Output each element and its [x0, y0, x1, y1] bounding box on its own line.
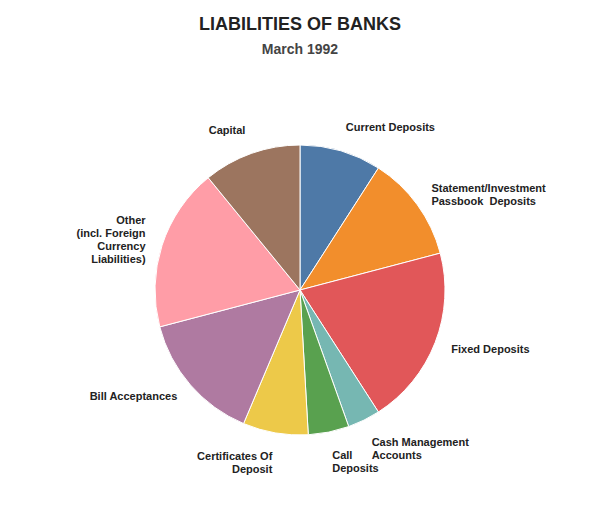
slice-label-line: Fixed Deposits: [451, 343, 529, 355]
slice-label: Cash ManagementAccounts: [372, 436, 470, 461]
slice-label-line: Statement/Investment: [431, 182, 546, 194]
slice: [208, 145, 300, 290]
slice-label: Statement/InvestmentPassbook Deposits: [431, 182, 546, 207]
slices: [155, 145, 445, 435]
slice-label-line: Passbook Deposits: [431, 195, 536, 207]
slice-label-line: Call: [332, 449, 352, 461]
slice-label-line: Other: [116, 214, 146, 226]
slice-label: Certificates OfDeposit: [197, 450, 273, 475]
slice-label-line: Cash Management: [372, 436, 470, 448]
subtitle: March 1992: [262, 41, 338, 57]
slice-label: Fixed Deposits: [451, 343, 529, 355]
pie: Current Deposits Statement/InvestmentPass…: [76, 121, 546, 475]
labels: Current Deposits Statement/InvestmentPass…: [76, 121, 546, 475]
chart: LIABILITIES OF BANKS March 1992 Current De…: [0, 0, 600, 530]
slice-label-line: Bill Acceptances: [90, 390, 178, 402]
slice-label: CallDeposits: [332, 449, 378, 474]
slice-label-line: Current Deposits: [346, 121, 435, 133]
slice-label-line: Capital: [209, 124, 246, 136]
slice-label-line: Liabilities): [91, 253, 146, 265]
slice-label-line: Certificates Of: [197, 450, 273, 462]
slice-label-line: Deposits: [332, 462, 378, 474]
slice-label: Bill Acceptances: [90, 390, 178, 402]
slice-label-line: Currency: [97, 240, 146, 252]
slice-label: Capital: [209, 124, 246, 136]
slice-label-line: Deposit: [232, 463, 273, 475]
slice-label: Other(incl. ForeignCurrencyLiabilities): [76, 214, 146, 265]
title: LIABILITIES OF BANKS: [199, 14, 401, 34]
slice-label-line: Accounts: [372, 449, 422, 461]
slice-label-line: (incl. Foreign: [76, 227, 145, 239]
slice-label: Current Deposits: [346, 121, 435, 133]
